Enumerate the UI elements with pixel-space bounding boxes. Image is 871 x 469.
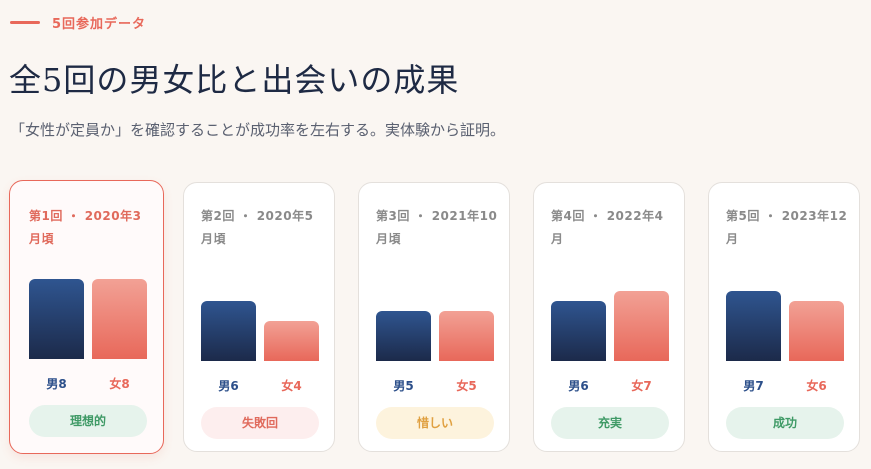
card-counts: 男8 女8 [29, 375, 147, 391]
male-count: 男8 [46, 377, 67, 391]
event-card-5: 第5回 ・ 2023年12月男7 女6 成功 [708, 182, 860, 452]
card-bars [376, 245, 494, 361]
bar-female [439, 311, 494, 361]
event-card-1: 第1回 ・ 2020年3月頃男8 女8 理想的 [9, 180, 164, 454]
female-count: 女4 [281, 379, 302, 393]
card-label: 第1回 ・ 2020年3月頃 [29, 209, 142, 246]
card-counts: 男7 女6 [726, 377, 844, 393]
card-counts: 男6 女7 [551, 377, 669, 393]
card-label: 第4回 ・ 2022年4月 [551, 209, 664, 246]
female-count: 女5 [456, 379, 477, 393]
card-bars [201, 245, 319, 361]
female-count: 女7 [631, 379, 652, 393]
event-card-2: 第2回 ・ 2020年5月頃男6 女4 失敗回 [183, 182, 335, 452]
result-badge: 惜しい [376, 407, 494, 439]
bar-male [551, 301, 606, 361]
result-badge: 成功 [726, 407, 844, 439]
male-count: 男6 [568, 379, 589, 393]
card-bars [726, 245, 844, 361]
male-count: 男6 [218, 379, 239, 393]
female-count: 女6 [806, 379, 827, 393]
bar-female [92, 279, 147, 359]
bar-male [726, 291, 781, 361]
result-badge: 失敗回 [201, 407, 319, 439]
eyebrow-line [10, 21, 40, 24]
page-title: 全5回の男女比と出会いの成果 [9, 61, 460, 99]
card-counts: 男6 女4 [201, 377, 319, 393]
bar-female [264, 321, 319, 361]
bar-female [789, 301, 844, 361]
bar-female [614, 291, 669, 361]
female-count: 女8 [109, 377, 130, 391]
card-bars [29, 243, 147, 359]
result-badge: 理想的 [29, 405, 147, 437]
eyebrow-text: 5回参加データ [52, 17, 147, 32]
card-label: 第2回 ・ 2020年5月頃 [201, 209, 314, 246]
section-eyebrow: 5回参加データ [10, 13, 146, 32]
bar-male [201, 301, 256, 361]
card-label: 第5回 ・ 2023年12月 [726, 209, 848, 246]
card-bars [551, 245, 669, 361]
bar-male [29, 279, 84, 359]
event-cards: 第1回 ・ 2020年3月頃男8 女8 理想的 第2回 ・ 2020年5月頃男6 女4 失… [9, 180, 863, 454]
card-counts: 男5 女5 [376, 377, 494, 393]
male-count: 男7 [743, 379, 764, 393]
event-card-4: 第4回 ・ 2022年4月男6 女7 充実 [533, 182, 685, 452]
bar-male [376, 311, 431, 361]
result-badge: 充実 [551, 407, 669, 439]
card-label: 第3回 ・ 2021年10月頃 [376, 209, 498, 246]
page-subtitle: 「女性が定員か」を確認することが成功率を左右する。実体験から証明。 [10, 121, 506, 139]
event-card-3: 第3回 ・ 2021年10月頃男5 女5 惜しい [358, 182, 510, 452]
male-count: 男5 [393, 379, 414, 393]
